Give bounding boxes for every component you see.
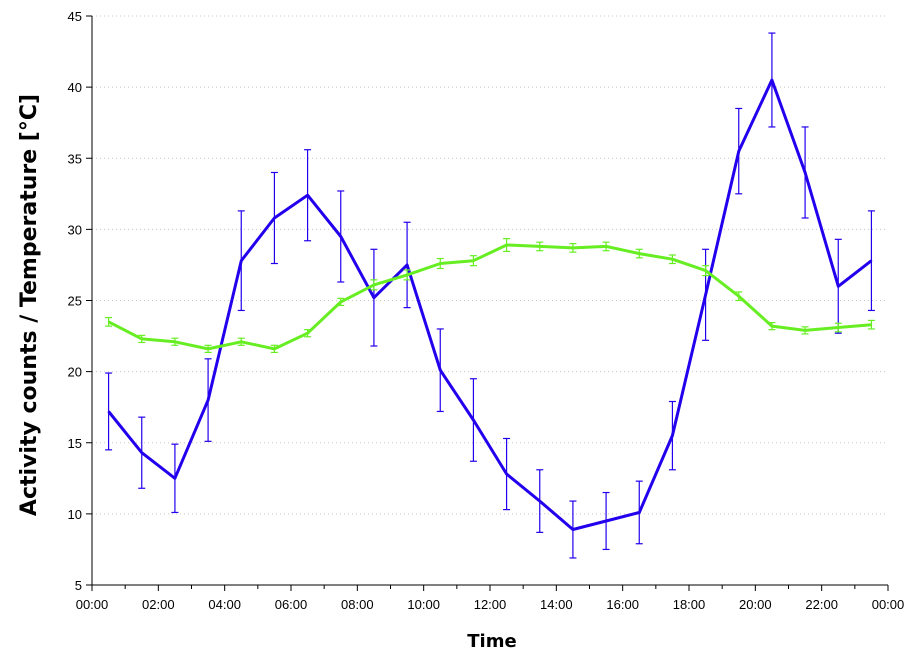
data-point	[671, 258, 674, 261]
data-point	[505, 473, 508, 475]
data-point	[207, 399, 209, 401]
data-point	[373, 284, 375, 286]
data-point	[140, 338, 143, 340]
data-point	[704, 294, 707, 296]
data-point	[339, 301, 342, 303]
data-point	[870, 323, 873, 326]
data-point	[439, 262, 442, 265]
x-tick-label: 18:00	[673, 597, 706, 612]
x-tick-label: 12:00	[474, 597, 507, 612]
y-tick-label: 5	[75, 578, 82, 593]
data-point	[207, 348, 209, 350]
data-point	[638, 252, 641, 255]
data-point	[339, 235, 342, 238]
x-tick-label: 02:00	[142, 597, 175, 612]
x-tick-label: 00:00	[872, 597, 905, 612]
y-tick-label: 30	[68, 222, 82, 237]
x-axis-title: Time	[467, 631, 516, 652]
series-1	[105, 32, 875, 559]
data-point	[306, 332, 309, 335]
data-point	[538, 245, 541, 248]
data-point	[771, 79, 773, 81]
x-tick-label: 22:00	[805, 597, 838, 612]
x-tick-label: 04:00	[208, 597, 241, 612]
y-tick-label: 25	[68, 294, 82, 309]
y-tick-label: 45	[68, 9, 82, 24]
series-2	[105, 238, 875, 354]
data-point	[737, 150, 740, 152]
data-point	[273, 348, 276, 350]
data-point	[837, 326, 840, 329]
data-point	[140, 451, 143, 454]
data-point	[572, 528, 574, 531]
series-group	[105, 32, 875, 559]
data-point	[107, 321, 110, 323]
x-tick-label: 14:00	[540, 597, 573, 612]
data-point	[870, 259, 873, 262]
y-axis-title: Activity counts / Temperature [°C]	[17, 94, 42, 516]
gridlines	[92, 15, 888, 515]
x-tick-label: 20:00	[739, 597, 772, 612]
data-point	[771, 325, 773, 327]
x-tick-label: 06:00	[275, 597, 308, 612]
series-line	[107, 243, 872, 351]
ticks: 5 10 15 20 25 30 35 40 45 00:00 02:00 04:00 06:00 08:…	[68, 9, 905, 612]
x-tick-label: 10:00	[407, 597, 440, 612]
data-point	[572, 247, 574, 249]
data-point	[505, 244, 508, 246]
x-tick-label: 08:00	[341, 597, 374, 612]
data-point	[605, 245, 607, 248]
data-point	[406, 274, 408, 276]
data-point	[472, 259, 475, 262]
data-point	[174, 477, 176, 480]
data-point	[439, 369, 442, 372]
data-point	[837, 285, 840, 288]
data-point	[737, 295, 740, 298]
data-point	[240, 340, 243, 343]
data-point	[240, 259, 243, 262]
data-point	[671, 434, 674, 437]
x-tick-label: 16:00	[606, 597, 639, 612]
data-point	[107, 410, 110, 413]
data-point	[174, 340, 176, 343]
data-point	[406, 264, 408, 266]
data-point	[538, 500, 541, 502]
data-point	[804, 171, 806, 174]
y-tick-label: 35	[68, 151, 82, 166]
y-tick-label: 15	[68, 436, 82, 451]
data-point	[273, 217, 276, 219]
series-line	[107, 78, 873, 531]
data-point	[638, 511, 641, 514]
data-point	[804, 329, 806, 332]
y-tick-label: 20	[68, 365, 82, 380]
data-point	[373, 296, 375, 299]
data-point	[704, 269, 707, 272]
data-point	[472, 419, 475, 421]
data-point	[306, 194, 309, 197]
y-tick-label: 40	[68, 80, 82, 95]
y-tick-label: 10	[68, 507, 82, 522]
data-point	[605, 520, 607, 522]
x-tick-label: 00:00	[76, 597, 109, 612]
